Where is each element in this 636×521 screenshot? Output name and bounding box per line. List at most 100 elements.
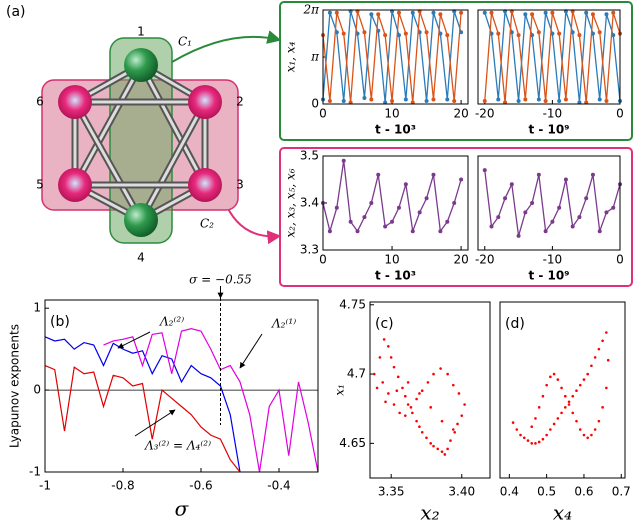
data-point (387, 345, 390, 348)
data-point (348, 219, 353, 224)
node (58, 168, 92, 202)
panel-label: (a) (6, 4, 26, 20)
data-point (327, 10, 332, 15)
data-point (429, 406, 433, 409)
data-point (376, 12, 381, 17)
data-point (439, 367, 442, 370)
data-point (522, 436, 526, 440)
data-point (355, 229, 360, 234)
data-point (429, 442, 433, 445)
node-label: 3 (236, 178, 244, 192)
data-point (545, 383, 548, 387)
data-point (451, 383, 455, 387)
data-point (578, 383, 582, 387)
panel-label: (c) (375, 316, 394, 332)
x-tick-label: 0 (319, 253, 327, 267)
data-point (563, 394, 567, 398)
data-point (590, 172, 595, 177)
y-tick-label: 3.3 (300, 243, 319, 257)
data-point (383, 33, 388, 38)
data-point (582, 433, 586, 437)
data-point (406, 403, 410, 406)
data-point (387, 392, 390, 395)
annotation: Λ₃⁽²⁾ = Λ₄⁽²⁾ (144, 439, 211, 453)
x-axis-label: t - 10⁹ (528, 123, 569, 137)
x-tick-label: -10 (543, 107, 563, 121)
cluster-label: C₁ (178, 35, 192, 49)
data-point (392, 365, 396, 369)
data-point (582, 378, 586, 381)
y-tick-label: 3.5 (300, 149, 319, 163)
x-tick-label: 0 (319, 107, 327, 121)
x-tick-label: -0.4 (267, 479, 290, 493)
y-axis-label: x₁, x₄ (284, 41, 298, 72)
data-point (552, 422, 556, 426)
data-point (611, 10, 616, 15)
data-point (420, 389, 424, 392)
link-highlight (73, 64, 143, 186)
x-axis-label: x₄ (553, 501, 572, 521)
data-point (341, 158, 346, 163)
x-tick-label: 0 (616, 253, 624, 267)
data-point (482, 99, 487, 104)
data-point (537, 406, 541, 409)
data-point (523, 210, 528, 215)
data-point (431, 97, 436, 102)
x-tick-label: -1 (39, 479, 51, 493)
data-point (552, 372, 556, 376)
data-point (432, 444, 435, 448)
data-point (563, 97, 568, 102)
data-point (509, 182, 514, 187)
data-point (597, 419, 601, 423)
data-point (482, 168, 487, 173)
data-point (563, 177, 568, 182)
series-line (103, 328, 319, 473)
data-point (557, 99, 562, 104)
data-point (611, 205, 616, 210)
node-label: 5 (36, 178, 44, 192)
data-point (604, 99, 609, 104)
data-point (511, 421, 515, 424)
series-line (484, 11, 621, 103)
node-label: 4 (137, 251, 145, 265)
data-point (424, 99, 429, 104)
data-point (536, 30, 541, 35)
data-point (523, 97, 528, 102)
annotation-arrow (239, 333, 263, 369)
data-point (604, 12, 609, 17)
data-point (545, 433, 548, 437)
plot-frame (499, 301, 626, 479)
x-axis-label: t - 10³ (375, 123, 416, 137)
data-point (584, 10, 589, 15)
data-point (577, 33, 582, 38)
data-point (541, 394, 545, 398)
annotation: Λ₂⁽²⁾ (159, 315, 184, 329)
data-point (605, 386, 608, 390)
data-point (425, 436, 428, 440)
data-point (463, 403, 466, 406)
x-tick-label: -0.8 (111, 479, 134, 493)
x-axis-label: t - 10³ (375, 269, 416, 283)
data-point (567, 400, 571, 404)
data-point (593, 356, 597, 359)
x-tick-label: 3.35 (378, 485, 405, 499)
data-point (375, 386, 379, 390)
data-point (432, 372, 435, 376)
data-point (440, 419, 444, 423)
data-point (424, 196, 429, 201)
data-point (451, 428, 455, 431)
plot-frame (322, 155, 469, 251)
data-point (597, 30, 602, 35)
data-point (457, 392, 461, 395)
data-point (446, 447, 449, 451)
data-point (523, 12, 528, 17)
x-axis-label: t - 10⁹ (528, 269, 569, 283)
data-point (496, 215, 501, 220)
x-tick-label: 20 (453, 253, 468, 267)
x-tick-label: -20 (475, 253, 495, 267)
data-point (526, 439, 530, 442)
node (58, 85, 92, 119)
y-tick-label: 0 (33, 383, 41, 397)
data-point (420, 430, 424, 434)
data-point (418, 392, 421, 395)
